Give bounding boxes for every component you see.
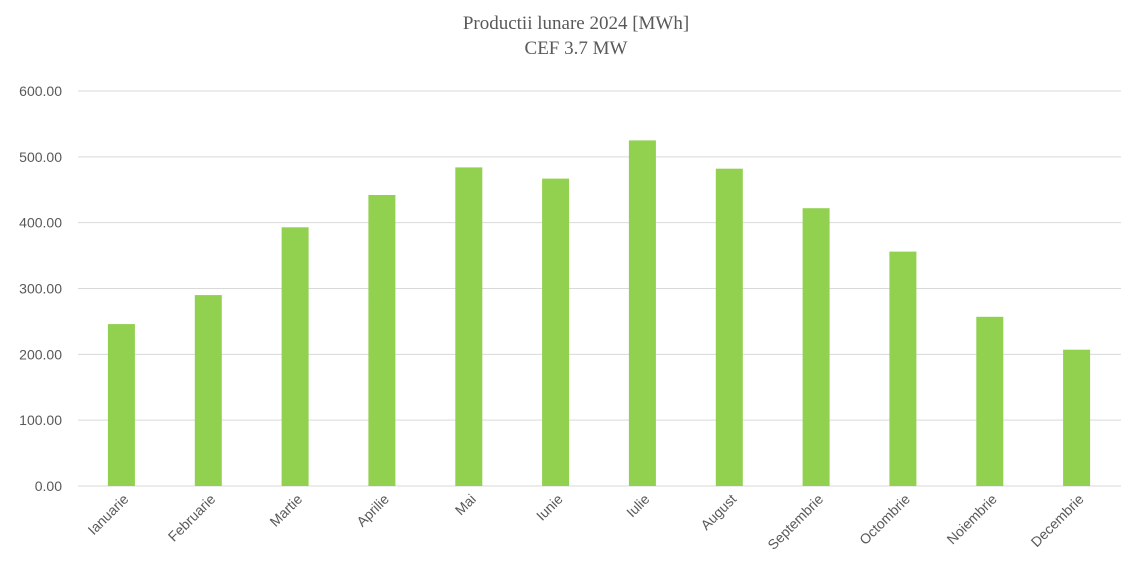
x-tick-label: Decembrie: [1028, 491, 1087, 550]
x-axis-ticks: Ianuarie Februarie Martie Aprilie Mai Iunie Iu…: [84, 491, 1086, 553]
bar: [542, 178, 570, 486]
bar: [107, 324, 135, 486]
x-tick-label: Mai: [452, 491, 479, 518]
y-tick-label: 0.00: [35, 478, 62, 494]
bar: [889, 251, 917, 486]
x-tick-label: Martie: [266, 491, 305, 530]
x-tick-label: Iulie: [623, 491, 653, 521]
bar: [368, 195, 396, 486]
chart-subtitle: CEF 3.7 MW: [525, 38, 628, 59]
bar: [194, 295, 222, 486]
bar: [715, 168, 743, 486]
x-tick-label: Aprilie: [353, 491, 392, 530]
x-tick-label: Ianuarie: [84, 491, 131, 538]
x-tick-label: August: [697, 491, 739, 533]
bar: [628, 140, 656, 486]
x-tick-label: Noiembrie: [943, 491, 1000, 548]
y-tick-label: 400.00: [19, 215, 62, 231]
x-tick-label: Februarie: [165, 491, 219, 545]
y-tick-label: 600.00: [19, 83, 62, 99]
y-axis-ticks: 0.00 100.00 200.00 300.00 400.00 500.00 600.00: [19, 83, 62, 494]
gridlines: [78, 90, 1121, 487]
chart-title: Productii lunare 2024 [MWh]: [463, 13, 689, 34]
y-tick-label: 300.00: [19, 281, 62, 297]
bar: [802, 208, 830, 486]
y-tick-label: 200.00: [19, 346, 62, 362]
bar: [281, 227, 309, 487]
x-tick-label: Iunie: [533, 491, 566, 524]
x-tick-label: Octombrie: [856, 491, 913, 548]
bar: [976, 316, 1004, 486]
y-tick-label: 500.00: [19, 149, 62, 165]
x-tick-label: Septembrie: [764, 491, 826, 553]
y-tick-label: 100.00: [19, 412, 62, 428]
bar: [1063, 349, 1091, 486]
bars: [107, 140, 1091, 487]
bar: [455, 167, 483, 486]
